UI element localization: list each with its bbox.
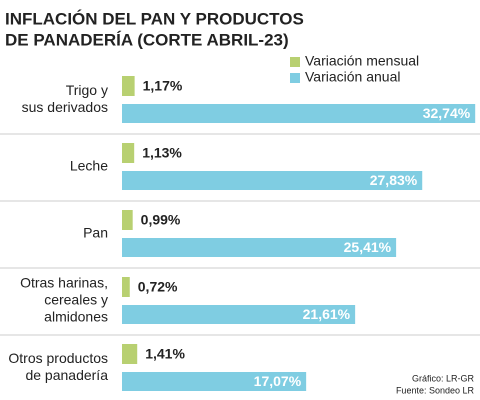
category-label: de panadería [25,367,108,383]
chart-title: INFLACIÓN DEL PAN Y PRODUCTOS [5,9,304,28]
category-label: sus derivados [22,99,108,115]
bar [122,238,397,257]
value-label: 1,17% [143,78,183,94]
category-label: Leche [70,158,108,174]
value-label: 0,99% [141,212,181,228]
category-label: Trigo y [66,82,108,98]
value-label: 1,13% [142,145,182,161]
legend-swatch [290,73,300,83]
note: Fuente: Sondeo LR [396,385,475,395]
legend-label: Variación mensual [305,53,419,69]
bar [122,171,423,190]
value-label: 0,72% [138,279,178,295]
legend-label: Variación anual [305,69,400,85]
category-label: Pan [83,225,108,241]
legend-swatch [290,57,300,67]
category-label: cereales y [44,292,108,308]
bar [122,372,307,391]
value-label: 1,41% [145,346,185,362]
bar [122,76,135,96]
value-label: 21,61% [303,306,351,322]
category-label: almidones [44,309,108,325]
bar [122,143,135,163]
value-label: 17,07% [254,373,302,389]
note: Gráfico: LR-GR [412,373,475,383]
bar [122,305,356,324]
bar [122,344,138,364]
value-label: 32,74% [423,105,471,121]
bar [122,104,476,123]
chart-title: DE PANADERÍA (CORTE ABRIL-23) [5,30,289,49]
category-label: Otras harinas, [20,275,108,291]
bar [122,277,130,297]
category-label: Otros productos [8,350,108,366]
value-label: 27,83% [370,172,418,188]
value-label: 25,41% [344,239,392,255]
bar [122,210,133,230]
